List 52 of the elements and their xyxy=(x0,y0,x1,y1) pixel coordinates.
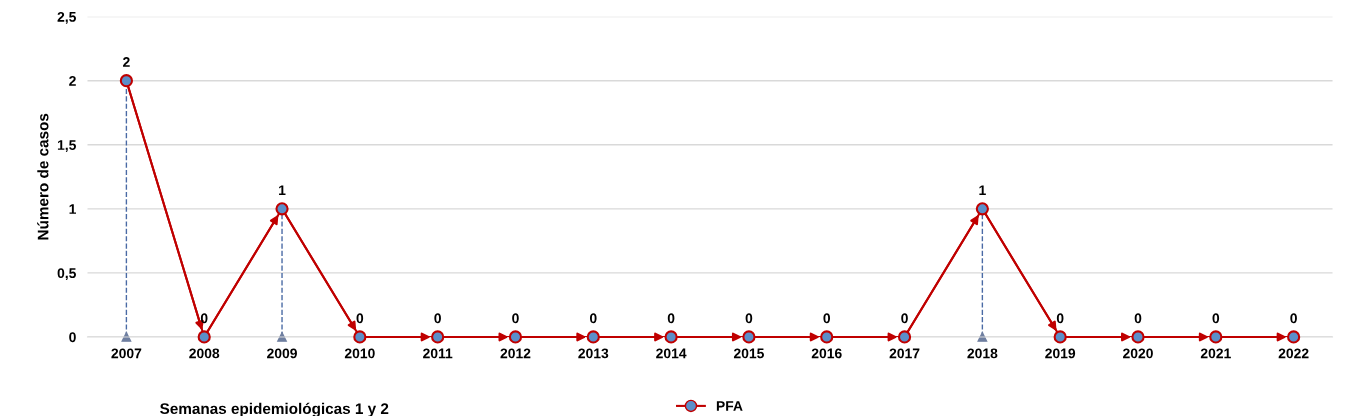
y-tick-label: 0 xyxy=(69,332,76,343)
point xyxy=(1053,330,1067,344)
point xyxy=(1131,330,1145,344)
data-label: 0 xyxy=(200,313,208,324)
point xyxy=(586,330,600,344)
data-label: 0 xyxy=(1056,313,1064,324)
x-tick-label: 2012 xyxy=(500,348,531,359)
x-tick-label: 2010 xyxy=(344,348,375,359)
data-label: 0 xyxy=(356,313,364,324)
x-tick-label: 2017 xyxy=(889,348,920,359)
x-tick-label: 2014 xyxy=(656,348,687,359)
point xyxy=(664,330,678,344)
data-label: 0 xyxy=(667,313,675,324)
x-tick-label: 2019 xyxy=(1045,348,1076,359)
data-label: 0 xyxy=(1134,313,1142,324)
data-label: 1 xyxy=(279,185,286,195)
x-tick-label: 2022 xyxy=(1278,348,1309,359)
x-tick-label: 2018 xyxy=(967,348,998,359)
point xyxy=(1287,330,1301,344)
x-tick-label: 2020 xyxy=(1123,348,1153,359)
x-tick-label: 2021 xyxy=(1200,348,1231,359)
data-label: 2 xyxy=(123,57,130,67)
data-label: 0 xyxy=(434,313,441,324)
x-tick-label: 2011 xyxy=(423,348,453,359)
x-tick-label: 2008 xyxy=(189,348,220,359)
x-tick-label: 2009 xyxy=(267,348,297,359)
data-label: 0 xyxy=(901,313,908,324)
data-label: 0 xyxy=(1290,313,1297,324)
data-label: 0 xyxy=(512,313,519,324)
y-axis-title: Número de casos xyxy=(37,113,49,240)
x-tick-label: 2016 xyxy=(811,348,842,359)
x-tick-label: 2007 xyxy=(111,348,142,359)
point xyxy=(1209,330,1223,344)
y-tick-label: 1 xyxy=(69,204,76,214)
data-label: 0 xyxy=(745,313,753,324)
data-label: 0 xyxy=(823,313,831,324)
legend-label: PFA xyxy=(716,401,743,411)
data-label: 1 xyxy=(979,185,986,195)
data-label: 0 xyxy=(1212,313,1220,324)
x-tick-label: 2013 xyxy=(578,348,609,359)
point xyxy=(119,74,133,88)
data-label: 0 xyxy=(589,313,597,324)
y-tick-label: 0,5 xyxy=(57,268,76,281)
x-tick-label: 2015 xyxy=(733,348,764,359)
point xyxy=(353,330,367,344)
y-tick-label: 1,5 xyxy=(57,140,76,152)
y-tick-label: 2,5 xyxy=(57,11,76,24)
point xyxy=(820,330,834,344)
point xyxy=(508,330,523,344)
y-tick-label: 2 xyxy=(69,76,76,86)
point xyxy=(742,330,756,344)
point xyxy=(431,330,445,344)
